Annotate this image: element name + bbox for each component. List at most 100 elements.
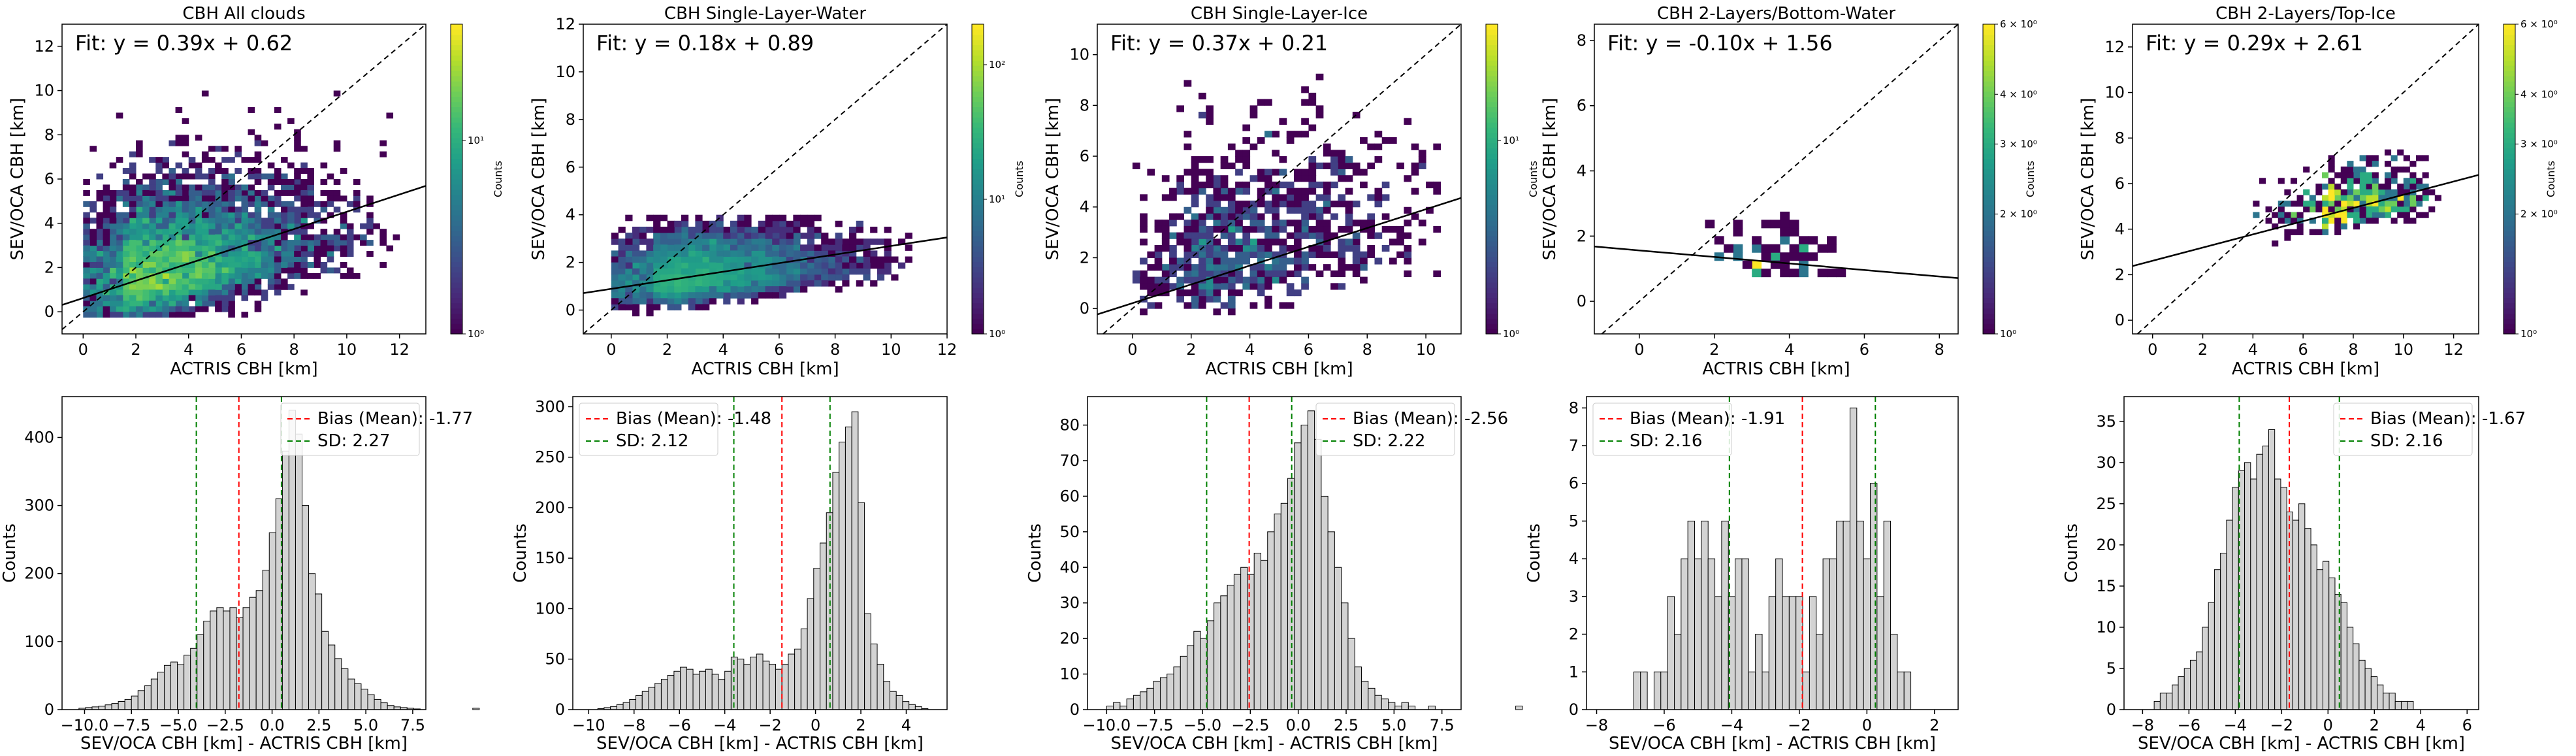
histogram-bars <box>1633 407 1912 710</box>
heatmap-cell <box>681 226 689 233</box>
heatmap-cell <box>1411 188 1419 195</box>
heatmap-cell <box>201 90 209 97</box>
heatmap-cell <box>221 278 229 285</box>
heatmap-cell <box>155 157 163 163</box>
heatmap-cell <box>241 234 249 240</box>
heatmap-cell <box>175 201 183 207</box>
colorbar-segment <box>451 215 462 221</box>
histogram-bar <box>692 674 700 710</box>
colorbar-segment <box>451 240 462 247</box>
colorbar-segment <box>1983 308 1995 314</box>
heatmap-cell <box>1249 302 1258 309</box>
heatmap-cell <box>155 267 163 274</box>
heatmap-cell <box>1293 245 1302 252</box>
histogram-bar <box>2280 487 2287 710</box>
histogram-bar <box>203 621 211 710</box>
histogram-bar <box>1347 638 1355 710</box>
colorbar-segment <box>2504 282 2515 288</box>
heatmap-cell <box>835 268 843 275</box>
heatmap-cell <box>241 245 249 252</box>
heatmap-cell <box>2428 206 2436 213</box>
heatmap-cell <box>1404 270 1412 278</box>
heatmap-cell <box>1293 194 1302 201</box>
heatmap-cell <box>646 304 654 311</box>
colorbar-segment <box>1983 318 1995 324</box>
histogram-bar <box>137 690 145 710</box>
heatmap-cell <box>274 267 282 274</box>
heatmap-cell <box>2328 178 2335 184</box>
heatmap-cell <box>856 268 863 275</box>
histogram-bar <box>1788 596 1797 710</box>
x-tick-label: 10 <box>1416 340 1436 359</box>
heatmap-cell <box>1272 188 1280 195</box>
heatmap-cell <box>2378 183 2385 190</box>
heatmap-cell <box>849 256 857 263</box>
heatmap-cell <box>1183 131 1192 138</box>
heatmap-cell <box>807 256 814 263</box>
heatmap-cell <box>1352 245 1360 252</box>
x-axis-label: SEV/OCA CBH [km] - ACTRIS CBH [km] <box>1609 734 1936 753</box>
colorbar-segment <box>1983 231 1995 237</box>
heatmap-cell <box>327 240 334 246</box>
heatmap-cell <box>828 268 836 275</box>
colorbar-segment <box>451 101 462 107</box>
histogram-bar <box>1863 558 1871 710</box>
heatmap-cell <box>2378 189 2385 195</box>
heatmap-cell <box>182 278 189 285</box>
heatmap-cell <box>2384 212 2392 218</box>
y-tick-label: 8 <box>566 110 575 129</box>
heatmap-cell <box>1140 283 1148 290</box>
heatmap-cell <box>366 240 374 246</box>
fit-line <box>1097 197 1462 316</box>
heatmap-cell <box>314 256 321 263</box>
histogram-bar <box>1768 596 1777 710</box>
colorbar-segment <box>1486 148 1498 154</box>
heatmap-cell <box>2366 161 2373 167</box>
colorbar-segment <box>451 246 462 252</box>
heatmap-cell <box>294 234 301 240</box>
heatmap-cell <box>618 280 626 287</box>
heatmap-cell <box>1381 245 1390 252</box>
heatmap-cell <box>149 173 156 180</box>
heatmap-cell <box>109 278 117 285</box>
heatmap-cell <box>327 189 334 196</box>
heatmap-cell <box>1272 220 1280 227</box>
heatmap-cell <box>2359 183 2366 190</box>
heatmap-cell <box>287 256 295 263</box>
heatmap-cell <box>83 261 90 268</box>
heatmap-cell <box>267 173 275 180</box>
colorbar-segment <box>1983 323 1995 329</box>
histogram-bar <box>1253 553 1261 710</box>
heatmap-cell <box>695 304 703 311</box>
heatmap-cell <box>2290 212 2298 218</box>
heatmap-cell <box>129 251 137 257</box>
heatmap-cell <box>2347 212 2354 218</box>
heatmap-cell <box>175 272 183 279</box>
heatmap-cell <box>1264 238 1272 246</box>
colorbar-segment <box>1983 142 1995 149</box>
heatmap-cell <box>162 223 169 229</box>
heatmap-cell <box>169 195 176 202</box>
colorbar-segment <box>1486 60 1498 66</box>
fit-annotation: Fit: y = 0.18x + 0.89 <box>596 31 814 56</box>
heatmap-cell <box>1257 225 1265 233</box>
heatmap-cell <box>248 289 255 296</box>
heatmap-cell <box>208 223 216 229</box>
panel-histogram-all-clouds: SEV/OCA CBH [km] - ACTRIS CBH [km] Count… <box>0 396 480 753</box>
heatmap-cell <box>667 280 675 287</box>
heatmap-cell <box>779 220 787 227</box>
heatmap-cell <box>716 250 724 257</box>
colorbar-segment <box>972 256 984 262</box>
heatmap-cell <box>1264 276 1272 284</box>
heatmap-cell <box>103 301 110 307</box>
heatmap-cell <box>1411 162 1419 169</box>
histogram-bars <box>1106 410 1523 710</box>
heatmap-cell <box>1789 227 1799 237</box>
colorbar-segment <box>972 80 984 87</box>
heatmap-cell <box>1176 276 1185 284</box>
heatmap-cell <box>1808 236 1818 245</box>
heatmap-cell <box>287 284 295 290</box>
y-tick-label: 150 <box>535 549 565 567</box>
heatmap-cell <box>772 233 780 239</box>
